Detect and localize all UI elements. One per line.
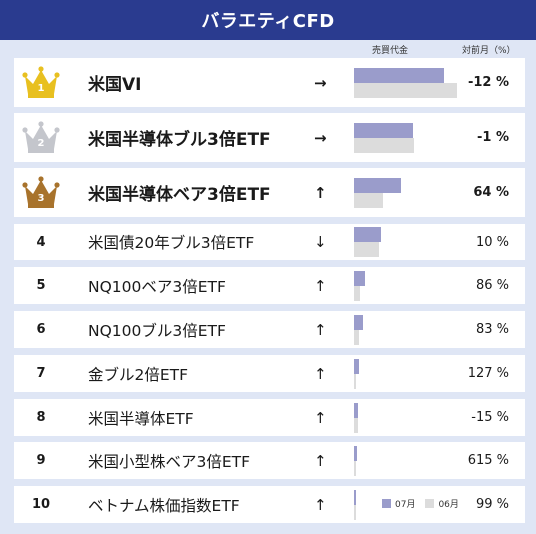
change-percent: 127 % [467, 366, 509, 381]
legend-previous-label: 06月 [438, 500, 459, 510]
crown-icon: 3 [22, 175, 60, 208]
rank-number: 1 [38, 83, 45, 94]
rank-number: 4 [36, 234, 46, 250]
volume-bar-current [354, 122, 413, 138]
rank-number: 9 [36, 453, 46, 468]
trend-arrow-icon: ↑ [314, 408, 327, 427]
trend-arrow-icon: ↑ [314, 276, 327, 295]
volume-bar-previous [354, 137, 414, 153]
instrument-name: 米国半導体ブル3倍ETF [88, 130, 271, 150]
chart-legend: 07月 06月 [382, 497, 459, 510]
volume-bar-current [354, 177, 401, 193]
ranking-row: 9 米国小型株ベア3倍ETF ↑ 615 % [14, 442, 525, 479]
rank-number: 7 [36, 366, 46, 381]
instrument-name: 米国小型株ベア3倍ETF [88, 452, 251, 471]
legend-previous-swatch [425, 499, 435, 508]
volume-bar-current [354, 358, 359, 374]
volume-bar-previous [354, 285, 360, 301]
instrument-name: NQ100ベア3倍ETF [88, 277, 226, 296]
volume-bar-current [354, 489, 356, 505]
crown-gold-icon: 1 [14, 58, 68, 107]
instrument-name: ベトナム株価指数ETF [88, 496, 240, 515]
trend-arrow-icon: → [314, 73, 327, 92]
instrument-name: 金ブル2倍ETF [88, 365, 189, 384]
trend-arrow-icon: ↑ [314, 183, 327, 202]
instrument-name: 米国半導体ベア3倍ETF [88, 185, 271, 205]
legend-current-label: 07月 [395, 500, 416, 510]
change-column-header: 対前月（%） [462, 46, 516, 56]
volume-column-header: 売買代金 [372, 46, 409, 56]
crown-bronze-icon: 3 [14, 168, 68, 217]
rank-number: 3 [38, 193, 45, 204]
trend-arrow-icon: ↑ [314, 451, 327, 470]
volume-bar-current [354, 227, 381, 242]
change-percent: 64 % [473, 185, 509, 200]
volume-bar-previous [354, 373, 356, 389]
trend-arrow-icon: ↑ [314, 320, 327, 339]
change-percent: 615 % [467, 453, 509, 468]
crown-silver-icon: 2 [14, 113, 68, 162]
volume-bar-previous [354, 242, 379, 257]
change-percent: -12 % [467, 75, 509, 90]
ranking-row: 10 ベトナム株価指数ETF ↑ 99 % 07月 06月 [14, 486, 525, 523]
instrument-name: NQ100ブル3倍ETF [88, 321, 226, 340]
change-percent: -1 % [477, 130, 509, 145]
volume-bar-current [354, 67, 444, 83]
instrument-name: 米国半導体ETF [88, 409, 194, 428]
ranking-row: 1 米国VI → -12 % [14, 58, 525, 107]
ranking-row: 7 金ブル2倍ETF ↑ 127 % [14, 355, 525, 392]
trend-arrow-icon: ↑ [314, 495, 327, 514]
page-title: バラエティCFD [201, 11, 335, 32]
rank-number: 10 [31, 497, 51, 512]
ranking-row: 5 NQ100ベア3倍ETF ↑ 86 % [14, 267, 525, 304]
ranking-row: 8 米国半導体ETF ↑ -15 % [14, 399, 525, 436]
change-percent: 10 % [475, 234, 509, 250]
change-percent: 83 % [475, 322, 509, 337]
change-percent: -15 % [471, 410, 509, 425]
volume-bar-previous [354, 504, 356, 520]
instrument-name: 米国VI [88, 75, 142, 95]
page-header: バラエティCFD [0, 0, 536, 40]
change-percent: 86 % [475, 278, 509, 293]
volume-bar-previous [354, 82, 457, 98]
trend-arrow-icon: → [314, 128, 327, 147]
volume-bar-previous [354, 329, 359, 345]
volume-bar-previous [354, 417, 358, 433]
ranking-row: 4 米国債20年ブル3倍ETF ↓ 10 % [14, 224, 525, 260]
volume-bar-previous [354, 460, 356, 476]
crown-icon: 1 [22, 65, 60, 98]
ranking-row: 6 NQ100ブル3倍ETF ↑ 83 % [14, 311, 525, 348]
crown-icon: 2 [22, 120, 60, 153]
volume-bar-current [354, 314, 363, 330]
volume-bar-previous [354, 192, 383, 208]
legend-current-swatch [382, 499, 391, 508]
ranking-row: 3 米国半導体ベア3倍ETF ↑ 64 % [14, 168, 525, 217]
volume-bar-current [354, 270, 365, 286]
change-percent: 99 % [475, 497, 509, 512]
volume-bar-current [354, 445, 357, 461]
instrument-name: 米国債20年ブル3倍ETF [88, 234, 255, 252]
volume-bar-current [354, 402, 358, 418]
ranking-row: 2 米国半導体ブル3倍ETF → -1 % [14, 113, 525, 162]
trend-arrow-icon: ↑ [314, 364, 327, 383]
rank-number: 8 [36, 410, 46, 425]
rank-number: 2 [38, 138, 45, 149]
trend-arrow-icon: ↓ [314, 233, 327, 251]
rank-number: 5 [36, 278, 46, 293]
rank-number: 6 [36, 322, 46, 337]
